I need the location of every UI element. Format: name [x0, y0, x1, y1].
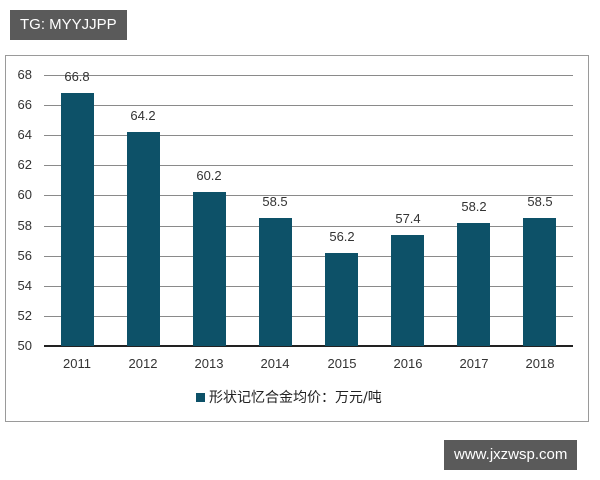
bar-2011 [61, 93, 94, 346]
data-label: 66.8 [64, 69, 90, 84]
x-tick-label: 2012 [128, 356, 158, 371]
y-tick-label: 54 [17, 278, 32, 293]
bar-2014 [259, 218, 292, 346]
data-label: 56.2 [329, 229, 355, 244]
gridline [44, 316, 573, 317]
x-axis-line [44, 345, 573, 347]
chart-frame [5, 55, 589, 422]
data-label: 64.2 [130, 108, 156, 123]
y-tick-label: 64 [17, 127, 32, 142]
data-label: 58.5 [527, 194, 553, 209]
y-tick-label: 56 [17, 248, 32, 263]
y-tick-label: 66 [17, 97, 32, 112]
bar-2015 [325, 253, 358, 346]
y-tick-label: 58 [17, 218, 32, 233]
bar-2017 [457, 223, 490, 346]
y-tick-label: 50 [17, 338, 32, 353]
x-tick-label: 2013 [194, 356, 224, 371]
y-tick-label: 62 [17, 157, 32, 172]
x-tick-label: 2015 [327, 356, 357, 371]
gridline [44, 256, 573, 257]
gridline [44, 286, 573, 287]
y-tick-label: 68 [17, 67, 32, 82]
x-tick-label: 2014 [260, 356, 290, 371]
data-label: 57.4 [395, 211, 421, 226]
x-tick-label: 2017 [459, 356, 489, 371]
gridline [44, 165, 573, 166]
watermark-top: TG: MYYJJPP [10, 10, 127, 40]
x-tick-label: 2011 [63, 356, 91, 371]
data-label: 58.5 [262, 194, 288, 209]
gridline [44, 75, 573, 76]
gridline [44, 105, 573, 106]
x-tick-label: 2016 [393, 356, 423, 371]
gridline [44, 135, 573, 136]
bar-2016 [391, 235, 424, 346]
legend-label: 形状记忆合金均价：万元/吨 [209, 390, 382, 406]
gridline [44, 195, 573, 196]
chart-legend: 形状记忆合金均价：万元/吨 [196, 388, 382, 406]
bar-2012 [127, 132, 160, 346]
x-tick-label: 2018 [525, 356, 555, 371]
y-tick-label: 60 [17, 187, 32, 202]
watermark-bottom: www.jxzwsp.com [444, 440, 578, 470]
bar-2013 [193, 192, 226, 346]
bar-2018 [523, 218, 556, 346]
y-tick-label: 52 [17, 308, 32, 323]
data-label: 58.2 [461, 199, 487, 214]
legend-swatch-icon [196, 392, 205, 402]
gridline [44, 226, 573, 227]
data-label: 60.2 [196, 168, 222, 183]
